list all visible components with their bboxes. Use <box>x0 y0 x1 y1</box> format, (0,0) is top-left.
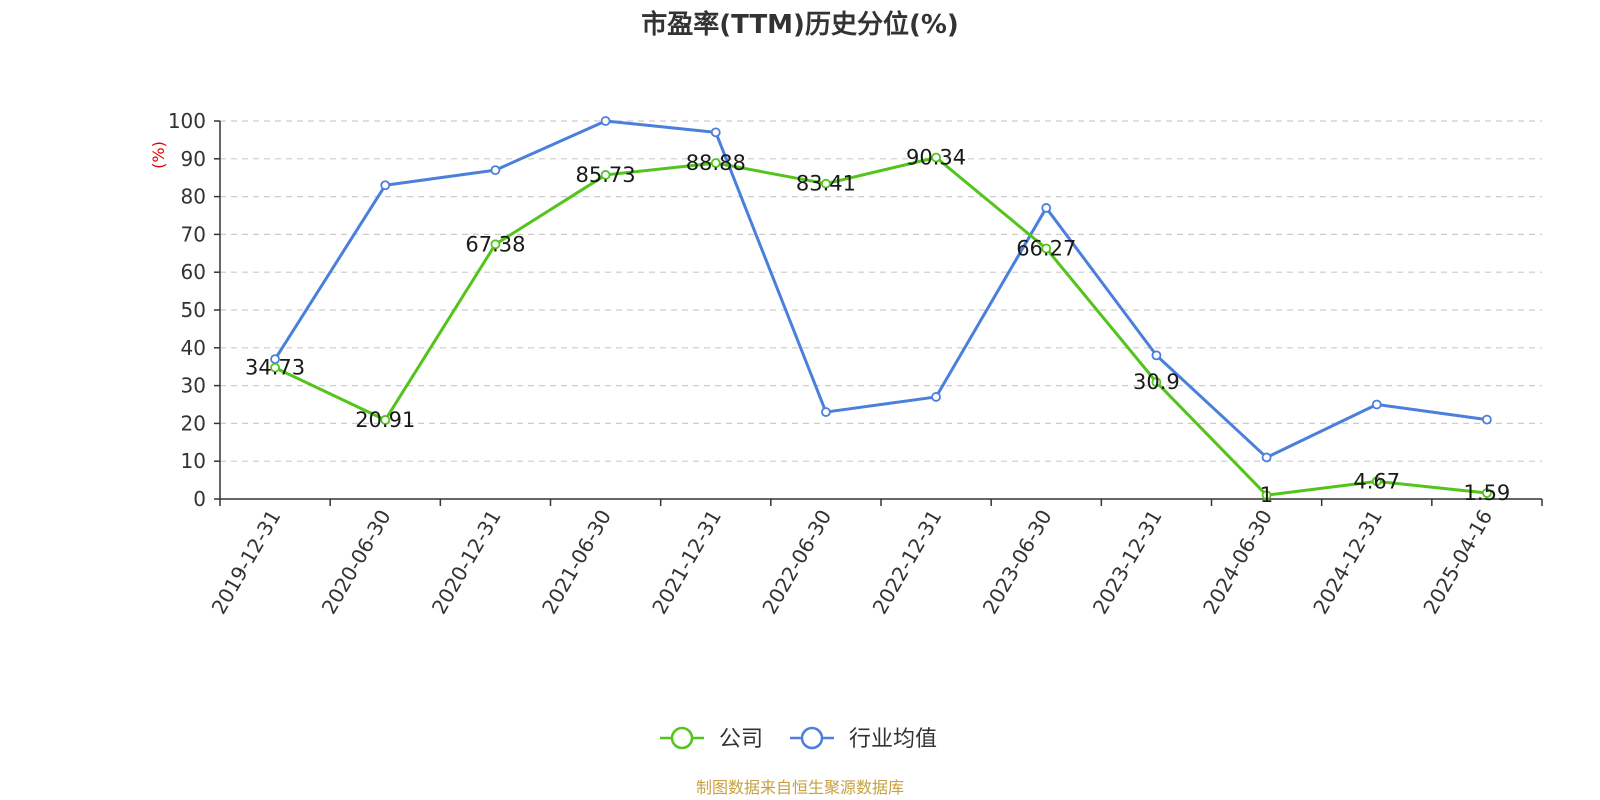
company-point[interactable] <box>1151 377 1162 388</box>
company-point[interactable] <box>931 152 941 163</box>
company-point[interactable] <box>1371 476 1382 487</box>
x-tick-label: 2020-06-30 <box>317 506 396 619</box>
industry-point[interactable] <box>490 165 501 176</box>
y-tick-label: 60 <box>181 260 206 284</box>
legend-item-company[interactable]: 公司 <box>660 726 763 752</box>
y-tick-label: 100 <box>168 109 206 133</box>
x-tick-label: 2023-12-31 <box>1088 506 1167 619</box>
y-tick-label: 90 <box>181 147 206 171</box>
x-tick-label: 2021-06-30 <box>537 506 616 619</box>
legend[interactable]: 公司 行业均值 <box>660 726 937 752</box>
company-point[interactable] <box>490 239 501 250</box>
x-tick-label: 2024-06-30 <box>1198 506 1277 619</box>
industry-point[interactable] <box>821 407 831 417</box>
company-data-label: 67.38 <box>465 232 525 256</box>
company-data-label: 20.91 <box>355 408 415 432</box>
legend-company-marker <box>670 726 694 750</box>
company-point[interactable] <box>821 178 831 189</box>
industry-point[interactable] <box>931 392 941 402</box>
company-point[interactable] <box>1482 488 1492 498</box>
source-note: 制图数据来自恒生聚源数据库 <box>696 778 904 797</box>
company-data-label: 1.59 <box>1464 481 1511 505</box>
legend-item-industry[interactable]: 行业均值 <box>790 726 937 752</box>
legend-industry-marker <box>800 726 824 750</box>
company-data-label: 1 <box>1260 483 1273 507</box>
industry-point[interactable] <box>1151 350 1162 361</box>
industry-point[interactable] <box>600 116 611 126</box>
company-data-label: 34.73 <box>245 356 305 380</box>
x-tick-label: 2019-12-31 <box>207 506 286 619</box>
y-tick-label: 0 <box>193 487 206 511</box>
x-tick-label: 2022-06-30 <box>757 506 836 619</box>
x-tick-label: 2024-12-31 <box>1308 506 1387 619</box>
company-point[interactable] <box>1261 490 1272 501</box>
industry-point[interactable] <box>1371 399 1382 410</box>
y-tick-label: 10 <box>181 449 206 473</box>
y-tick-label: 20 <box>181 411 206 435</box>
y-tick-label: 70 <box>181 222 206 246</box>
company-point[interactable] <box>380 415 391 425</box>
legend-industry-label: 行业均值 <box>849 727 937 752</box>
industry-point[interactable] <box>1261 452 1272 463</box>
company-data-label: 66.27 <box>1016 236 1076 260</box>
industry-point[interactable] <box>710 127 721 138</box>
x-tick-label: 2021-12-31 <box>647 506 726 619</box>
company-point[interactable] <box>710 158 721 168</box>
industry-series-line <box>273 119 1488 459</box>
chart-title: 市盈率(TTM)历史分位(%) <box>641 9 959 40</box>
company-data-label: 83.41 <box>796 172 856 196</box>
data-labels: 34.73 20.91 67.38 85.73 88.88 83.41 90.34 66.27… <box>245 146 1510 508</box>
company-point[interactable] <box>1041 243 1052 254</box>
company-point[interactable] <box>600 170 611 180</box>
company-data-label: 88.88 <box>686 151 746 175</box>
company-data-label: 30.9 <box>1133 370 1180 394</box>
y-tick-label: 30 <box>181 374 206 398</box>
x-tick-label: 2020-12-31 <box>427 506 506 619</box>
company-series-line <box>274 156 1488 497</box>
company-data-label: 90.34 <box>906 146 966 170</box>
y-tick-label: 40 <box>181 336 206 360</box>
industry-point[interactable] <box>380 180 391 191</box>
y-axis-unit: (%) <box>149 141 168 169</box>
series <box>270 116 1492 501</box>
grid-lines <box>220 120 1542 462</box>
industry-point[interactable] <box>1041 203 1052 213</box>
company-point[interactable] <box>270 362 280 373</box>
company-data-label: 4.67 <box>1353 469 1400 493</box>
company-data-label: 85.73 <box>576 163 636 187</box>
x-tick-label: 2023-06-30 <box>978 506 1057 619</box>
x-tick-label: 2022-12-31 <box>868 506 947 619</box>
x-tick-label: 2025-04-16 <box>1418 506 1497 619</box>
y-tick-label: 80 <box>181 185 206 209</box>
y-tick-label: 50 <box>181 298 206 322</box>
legend-company-label: 公司 <box>719 727 763 752</box>
industry-point[interactable] <box>1482 414 1492 425</box>
